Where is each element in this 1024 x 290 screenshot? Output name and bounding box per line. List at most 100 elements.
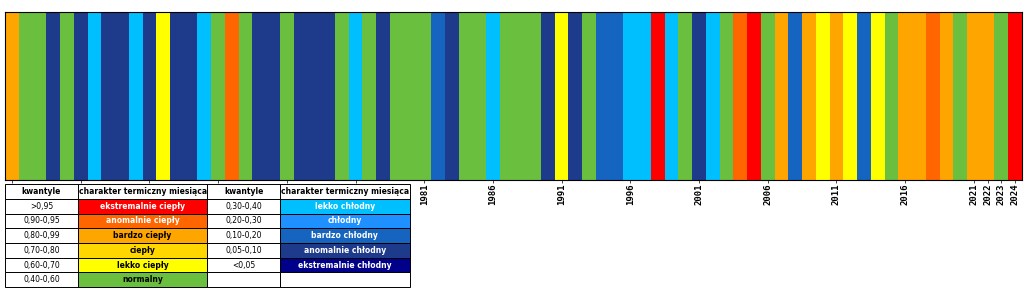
Text: 0,05-0,10: 0,05-0,10 (225, 246, 262, 255)
Bar (207, 228, 281, 243)
Bar (211, 12, 225, 180)
Bar (390, 12, 403, 180)
Bar (829, 12, 844, 180)
Text: anomalnie chłodny: anomalnie chłodny (304, 246, 386, 255)
Bar (198, 12, 211, 180)
Bar (761, 12, 774, 180)
Bar (5, 243, 78, 258)
Bar (431, 12, 444, 180)
Bar (362, 12, 376, 180)
Text: ekstremalnie ciepły: ekstremalnie ciepły (100, 202, 185, 211)
Bar (129, 12, 142, 180)
Bar (266, 12, 280, 180)
Bar (994, 12, 1009, 180)
Bar (142, 12, 157, 180)
Text: ciepły: ciepły (130, 246, 156, 255)
Bar (225, 12, 239, 180)
Bar (348, 12, 362, 180)
Bar (885, 12, 898, 180)
Bar (207, 184, 281, 199)
Bar (500, 12, 514, 180)
Bar (870, 12, 885, 180)
Bar (335, 12, 348, 180)
Bar (281, 243, 410, 258)
Bar (78, 199, 207, 213)
Bar (60, 12, 74, 180)
Bar (444, 12, 459, 180)
Bar (207, 272, 281, 287)
Bar (568, 12, 583, 180)
Bar (857, 12, 870, 180)
Text: 0,30-0,40: 0,30-0,40 (225, 202, 262, 211)
Bar (5, 213, 78, 228)
Bar (844, 12, 857, 180)
Bar (459, 12, 472, 180)
Bar (596, 12, 609, 180)
Text: chłodny: chłodny (328, 216, 362, 225)
Bar (692, 12, 706, 180)
Bar (170, 12, 183, 180)
Bar (1009, 12, 1022, 180)
Bar (280, 12, 294, 180)
Bar (5, 12, 18, 180)
Bar (981, 12, 994, 180)
Bar (281, 272, 410, 287)
Bar (5, 184, 78, 199)
Bar (18, 12, 33, 180)
Bar (46, 12, 60, 180)
Bar (207, 258, 281, 272)
Bar (101, 12, 115, 180)
Bar (322, 12, 335, 180)
Text: bardzo ciepły: bardzo ciepły (114, 231, 172, 240)
Text: >0,95: >0,95 (30, 202, 53, 211)
Bar (912, 12, 926, 180)
Bar (281, 184, 410, 199)
Bar (88, 12, 101, 180)
Bar (472, 12, 486, 180)
Text: lekko chłodny: lekko chłodny (314, 202, 375, 211)
Bar (207, 213, 281, 228)
Bar (748, 12, 761, 180)
Bar (953, 12, 967, 180)
Bar (33, 12, 46, 180)
Bar (609, 12, 624, 180)
Bar (541, 12, 555, 180)
Bar (706, 12, 720, 180)
Bar (5, 258, 78, 272)
Bar (665, 12, 679, 180)
Text: kwantyle: kwantyle (224, 187, 263, 196)
Bar (679, 12, 692, 180)
Bar (78, 243, 207, 258)
Bar (207, 243, 281, 258)
Bar (637, 12, 651, 180)
Bar (5, 228, 78, 243)
Bar (733, 12, 748, 180)
Bar (939, 12, 953, 180)
Text: 0,60-0,70: 0,60-0,70 (24, 260, 59, 269)
Text: 0,90-0,95: 0,90-0,95 (24, 216, 59, 225)
Bar (418, 12, 431, 180)
Bar (926, 12, 939, 180)
Bar (403, 12, 418, 180)
Bar (183, 12, 198, 180)
Text: lekko ciepły: lekko ciepły (117, 260, 169, 269)
Bar (802, 12, 816, 180)
Text: 0,80-0,99: 0,80-0,99 (24, 231, 59, 240)
Bar (720, 12, 733, 180)
Bar (115, 12, 129, 180)
Bar (281, 258, 410, 272)
Bar (294, 12, 307, 180)
Text: 0,10-0,20: 0,10-0,20 (225, 231, 262, 240)
Bar (898, 12, 912, 180)
Bar (78, 258, 207, 272)
Bar (307, 12, 322, 180)
Bar (281, 228, 410, 243)
Bar (281, 213, 410, 228)
Text: normalny: normalny (122, 275, 163, 284)
Text: kwantyle: kwantyle (22, 187, 61, 196)
Bar (78, 184, 207, 199)
Text: <0,05: <0,05 (232, 260, 255, 269)
Text: 0,40-0,60: 0,40-0,60 (24, 275, 59, 284)
Bar (239, 12, 253, 180)
Bar (5, 199, 78, 213)
